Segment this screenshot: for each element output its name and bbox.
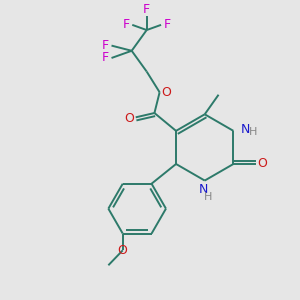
Text: H: H <box>249 127 258 137</box>
Text: F: F <box>122 18 130 32</box>
Text: O: O <box>162 86 172 99</box>
Text: F: F <box>102 52 109 64</box>
Text: O: O <box>118 244 128 257</box>
Text: N: N <box>199 183 208 196</box>
Text: F: F <box>164 18 171 32</box>
Text: F: F <box>143 3 150 16</box>
Text: O: O <box>124 112 134 125</box>
Text: F: F <box>102 39 109 52</box>
Text: H: H <box>204 192 212 202</box>
Text: O: O <box>257 158 267 170</box>
Text: N: N <box>241 123 250 136</box>
